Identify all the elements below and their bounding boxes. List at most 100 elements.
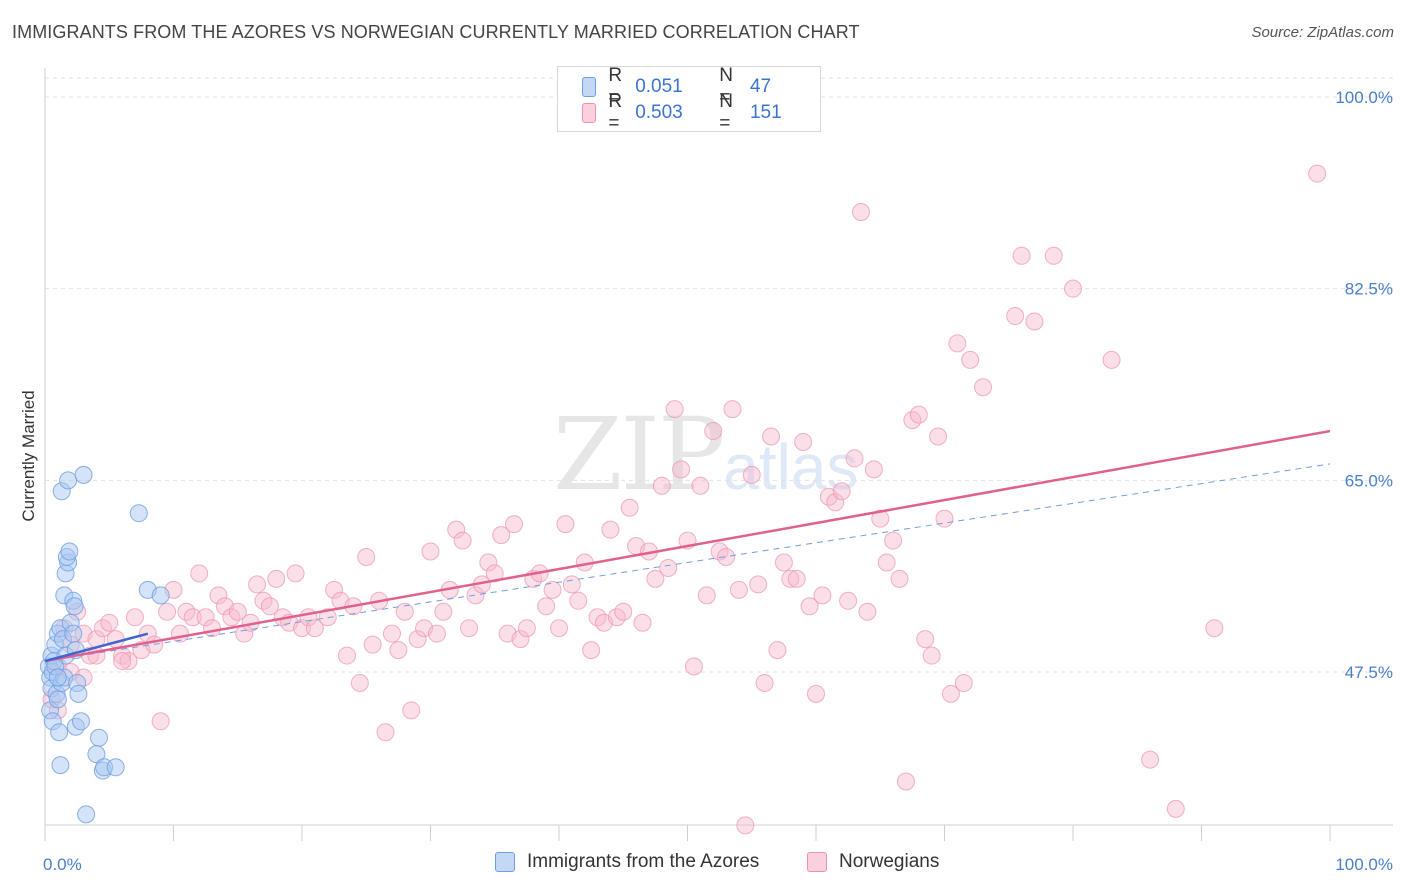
norwegian-point — [877, 553, 896, 572]
norwegian-point — [768, 641, 787, 660]
norwegian-point — [389, 641, 408, 660]
norwegian-point — [1012, 246, 1031, 265]
norwegian-point — [125, 608, 144, 627]
legend-row-norwegian: R = 0.503 N = 151 — [582, 91, 820, 134]
r-value: 0.051 — [635, 76, 683, 97]
norwegian-point — [286, 564, 305, 583]
y-tick-label: 82.5% — [1345, 280, 1393, 299]
norwegian-point — [813, 586, 832, 605]
azores-point — [60, 542, 79, 561]
azores-points — [39, 465, 170, 824]
norwegian-point — [492, 526, 511, 545]
norwegian-point — [382, 624, 401, 643]
y-tick-label: 47.5% — [1345, 663, 1393, 682]
norwegian-point — [466, 586, 485, 605]
norwegian-point — [807, 684, 825, 703]
norwegian-trend-line — [44, 429, 1331, 663]
azores-point — [106, 758, 125, 777]
correlation-legend: R = 0.051 N = 47 R = 0.503 N = 151 — [557, 65, 821, 134]
norwegian-point — [601, 520, 620, 539]
series-legend: Immigrants from the Azores Norwegians — [0, 851, 1406, 879]
y-axis-label: Currently Married — [19, 390, 38, 521]
norwegian-point — [582, 641, 601, 660]
norwegian-point — [787, 569, 806, 588]
n-value: 151 — [749, 102, 782, 123]
norwegian-point — [363, 635, 382, 654]
norwegian-point — [196, 608, 215, 627]
norwegian-point — [151, 712, 170, 731]
azores-point — [51, 756, 70, 775]
norwegian-point — [697, 586, 716, 605]
azores-trend-extension — [44, 463, 1331, 662]
norwegian-point — [672, 460, 691, 479]
legend-item-azores[interactable]: Immigrants from the Azores — [495, 851, 759, 873]
norwegian-point — [460, 619, 479, 638]
norwegian-point — [395, 602, 414, 621]
norwegian-point — [781, 569, 800, 588]
azores-point — [64, 624, 83, 643]
source-label: Source: ZipAtlas.com — [1251, 24, 1394, 41]
norwegian-point — [119, 652, 138, 671]
norwegian-point — [569, 591, 588, 610]
norwegian-point — [736, 816, 755, 835]
azores-point — [50, 723, 69, 742]
norwegian-point — [376, 723, 395, 742]
n-value: 47 — [749, 76, 772, 97]
norwegian-point — [691, 476, 710, 495]
azores-trend-line — [44, 632, 149, 663]
norwegian-swatch — [807, 852, 827, 872]
x-tick-label: 100.0% — [1335, 855, 1393, 874]
chart-title: IMMIGRANTS FROM THE AZORES VS NORWEGIAN … — [12, 22, 860, 42]
norwegian-point — [1205, 619, 1224, 638]
norwegian-point — [1044, 246, 1063, 265]
norwegian-point — [113, 652, 132, 671]
azores-point — [77, 805, 96, 824]
y-tick-label: 100.0% — [1335, 88, 1393, 107]
norwegian-point — [453, 531, 472, 550]
norwegian-point — [742, 465, 761, 484]
norwegian-point — [550, 619, 568, 638]
norwegian-point — [447, 520, 466, 539]
norwegian-point — [1141, 750, 1160, 769]
norwegian-point — [871, 509, 890, 528]
norwegian-point — [183, 608, 202, 627]
norwegian-point — [826, 493, 845, 512]
norwegian-point — [762, 427, 781, 446]
norwegian-point — [941, 684, 960, 703]
norwegian-point — [305, 619, 324, 638]
norwegian-point — [864, 460, 883, 479]
norwegian-point — [517, 619, 536, 638]
norwegian-point — [421, 542, 440, 561]
norwegian-point — [684, 657, 703, 676]
norwegian-point — [929, 427, 948, 446]
azores-point — [59, 471, 78, 490]
legend-label: Immigrants from the Azores — [527, 851, 760, 872]
norwegian-point — [665, 400, 684, 419]
x-tick-label: 0.0% — [43, 855, 82, 874]
norwegian-point — [209, 586, 228, 605]
norwegian-point — [948, 334, 967, 353]
norwegian-point — [485, 564, 504, 583]
norwegian-point — [717, 548, 736, 566]
r-label: R = — [608, 91, 623, 134]
axes — [44, 68, 1393, 841]
norwegian-point — [922, 646, 941, 665]
norwegian-point — [556, 515, 575, 534]
norwegian-point — [1025, 312, 1044, 331]
norwegian-point — [974, 378, 993, 397]
n-label: N = — [719, 65, 733, 108]
norwegian-swatch — [582, 103, 597, 123]
norwegian-point — [954, 673, 973, 692]
norwegian-point — [620, 498, 639, 517]
norwegian-point — [350, 673, 369, 692]
norwegian-point — [935, 509, 954, 528]
tick-labels: 47.5% 65.0% 82.5% 100.0% 0.0% 100.0% — [43, 88, 1393, 874]
norwegian-point — [652, 476, 671, 495]
norwegian-point — [511, 630, 530, 649]
norwegian-point — [755, 673, 774, 692]
norwegian-point — [248, 575, 267, 594]
norwegian-point — [479, 553, 498, 572]
norwegian-point — [228, 602, 247, 621]
legend-item-norwegians[interactable]: Norwegians — [807, 851, 939, 873]
